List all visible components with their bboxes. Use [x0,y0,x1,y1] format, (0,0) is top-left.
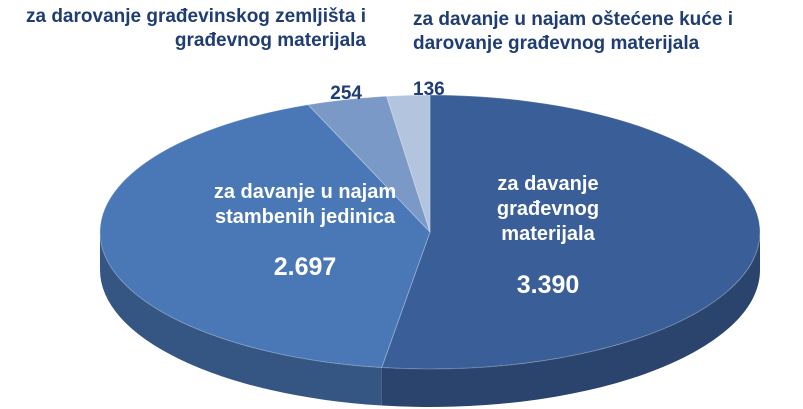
value-label: 136 [413,79,445,100]
pie-slice [385,94,431,233]
slice-label: za davanje u najam stambenih jedinica [213,181,397,228]
value-label: 2.697 [273,253,337,281]
value-label: 3.390 [516,271,580,299]
slice-label: za darovanje građevinskog zemljišta i gr… [25,6,366,51]
value-label: 254 [330,83,362,104]
slice-label: za davanje građevnog materijala [496,173,600,245]
slice-label: za davanje u najam oštećene kuće i darov… [413,9,733,54]
pie-side [100,232,382,406]
pie-slice [380,94,761,370]
pie-slice [307,95,431,233]
pie-side [381,232,760,408]
pie-slice [99,104,431,369]
